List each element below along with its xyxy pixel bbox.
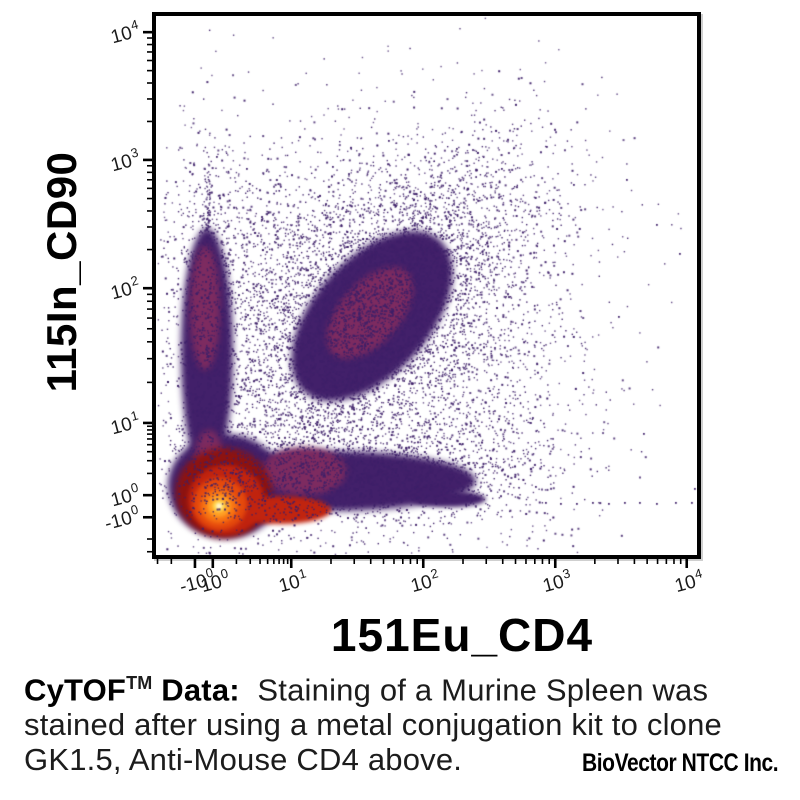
- y-axis-tick-label: 102: [108, 272, 140, 305]
- caption-line-3: GK1.5, Anti-Mouse CD4 above.: [24, 742, 463, 778]
- x-axis-title: 151Eu_CD4: [330, 609, 594, 661]
- plot-area: [152, 12, 701, 559]
- x-axis-tick-label: 101: [276, 565, 309, 598]
- y-axis-tick-label: 103: [108, 144, 140, 177]
- trademark-symbol: TM: [126, 673, 153, 693]
- y-axis-tick-label: 104: [108, 16, 140, 49]
- density-scatter-canvas: [156, 16, 697, 555]
- x-axis-tick-label: 104: [672, 565, 704, 598]
- figure-caption: CyTOFTM Data: Staining of a Murine Splee…: [24, 666, 784, 777]
- brand-logo: BioVector NTCC Inc.: [582, 749, 779, 777]
- caption-lead: CyTOF: [24, 672, 127, 708]
- y-axis-title: 115In_CD90: [38, 151, 85, 393]
- x-axis-tick-label: 102: [408, 565, 441, 598]
- caption-line-2: stained after using a metal conjugation …: [24, 707, 722, 743]
- caption-line-1: CyTOFTM Data: Staining of a Murine Splee…: [24, 672, 709, 708]
- x-axis-tick-label: 103: [540, 565, 573, 598]
- y-axis-tick-label: 101: [108, 407, 140, 440]
